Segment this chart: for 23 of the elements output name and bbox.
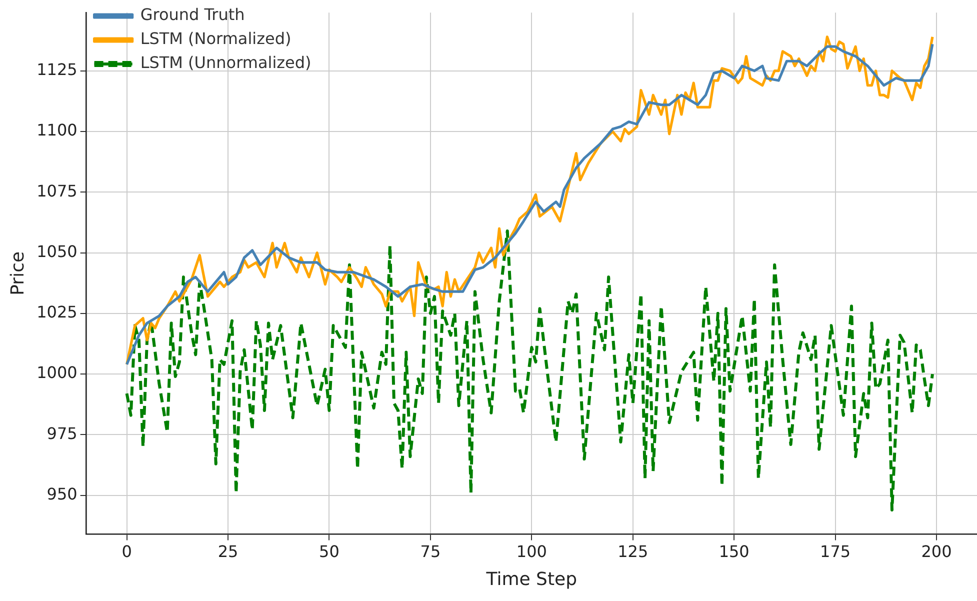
- x-tick-label: 50: [319, 542, 340, 561]
- legend-label: Ground Truth: [140, 5, 245, 24]
- y-tick-label: 1000: [36, 363, 78, 382]
- x-axis-title: Time Step: [485, 568, 578, 590]
- x-tick-label: 125: [618, 542, 648, 561]
- legend-label: LSTM (Unnormalized): [140, 53, 312, 72]
- x-tick-label: 150: [718, 542, 750, 561]
- x-tick-label: 0: [122, 542, 132, 561]
- y-tick-label: 950: [46, 484, 78, 504]
- x-tick-label: 200: [921, 542, 952, 561]
- y-tick-label: 975: [46, 424, 78, 443]
- y-tick-label: 1100: [36, 120, 78, 140]
- x-tick-label: 25: [218, 542, 238, 561]
- y-tick-label: 1025: [36, 302, 78, 322]
- line-series: [125, 229, 934, 512]
- x-tick-label: 100: [516, 542, 547, 561]
- y-tick-label: 1050: [36, 242, 78, 261]
- y-axis-title: Price: [7, 251, 28, 296]
- legend-label: LSTM (Normalized): [140, 29, 292, 48]
- y-tick-label: 1125: [36, 60, 78, 79]
- x-tick-label: 175: [820, 542, 851, 561]
- x-tick-label: 75: [420, 542, 441, 561]
- y-tick-label: 1075: [36, 181, 78, 200]
